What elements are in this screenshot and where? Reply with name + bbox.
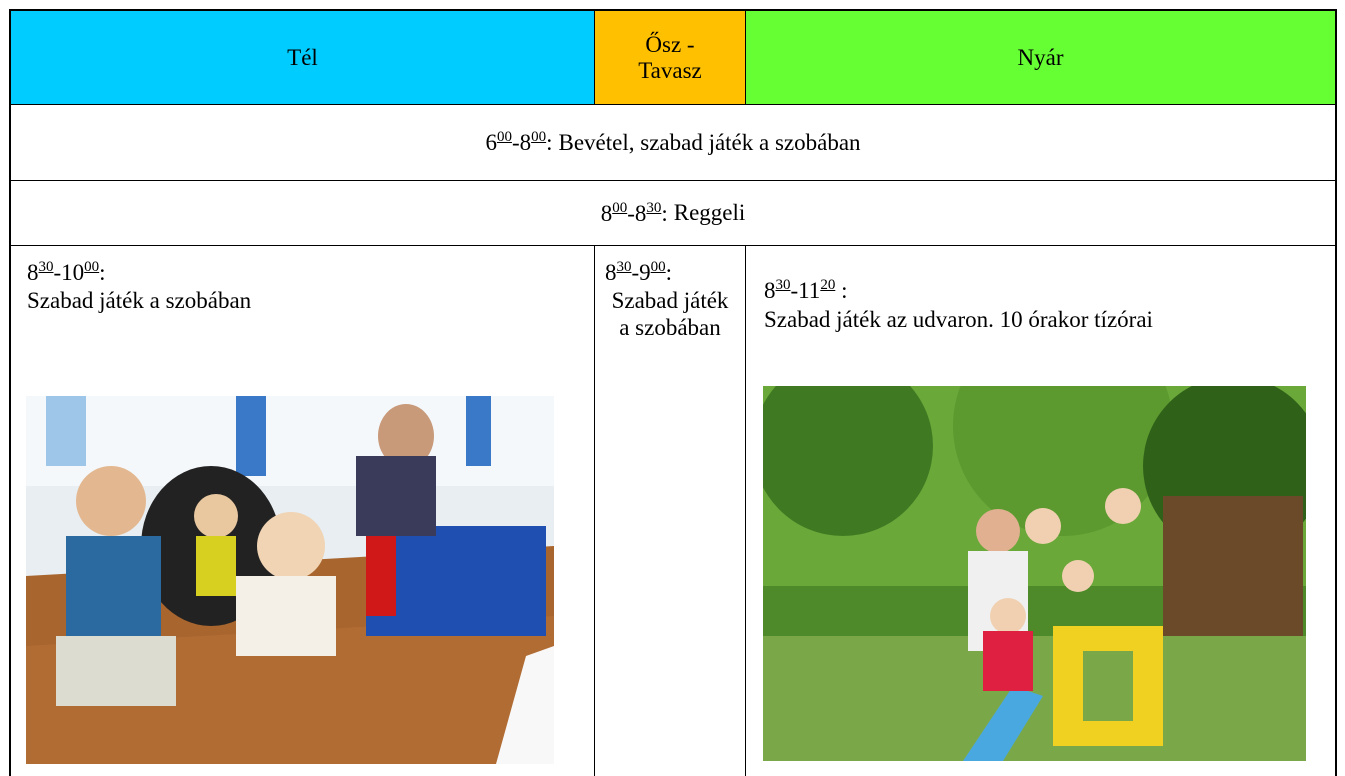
row-cell: 600-800: Bevétel, szabad játék a szobában <box>9 104 1337 181</box>
header-text: Nyár <box>1017 44 1064 70</box>
time-part: -8 <box>511 130 532 156</box>
time-minutes: 00 <box>496 129 512 146</box>
cell-text: Szabad játék a szobában <box>611 287 729 341</box>
time-part: : <box>835 278 848 303</box>
header-cell: Nyár <box>745 9 1337 105</box>
header-cell: Tél <box>9 9 595 105</box>
time-part: 8 <box>27 260 39 285</box>
time-part: 8 <box>600 200 613 226</box>
time-part: : <box>661 200 668 226</box>
time-part: 6 <box>485 130 497 156</box>
time-minutes: 00 <box>531 129 547 146</box>
time: 800-830: <box>601 200 668 226</box>
header-text: Tél <box>287 44 318 70</box>
row-text: Bevétel, szabad játék a szobában <box>558 129 861 155</box>
time-part: -10 <box>53 260 85 285</box>
time-part: 8 <box>605 260 617 285</box>
time-minutes: 00 <box>650 259 666 275</box>
cell: 830-1000: Szabad játék a szobában <box>9 245 595 776</box>
time: 830-1000: <box>27 258 578 287</box>
cell-text: Szabad játék az udvaron. 10 órakor tízór… <box>764 306 1153 332</box>
header-cell: Ősz - Tavasz <box>594 9 746 105</box>
time-minutes: 30 <box>616 259 632 275</box>
cell: 830-1120 : Szabad játék az udvaron. 10 ó… <box>745 245 1337 776</box>
time: 830-900: <box>605 258 735 287</box>
time-part: -8 <box>627 200 647 226</box>
row-text: Reggeli <box>673 200 746 226</box>
time: 600-800: <box>485 129 552 155</box>
time-part: -11 <box>790 278 821 303</box>
time-minutes: 30 <box>646 199 662 216</box>
time-part: : <box>665 260 673 285</box>
cell-text: Szabad játék a szobában <box>27 287 252 313</box>
time-part: 8 <box>764 278 776 303</box>
photo-garden <box>763 386 1306 761</box>
photo-indoor <box>26 396 554 764</box>
time-part: : <box>99 260 106 285</box>
time-part: -9 <box>631 260 651 285</box>
time-minutes: 00 <box>84 259 100 275</box>
time-minutes: 30 <box>38 259 54 275</box>
time-part: : <box>546 130 553 156</box>
time-minutes: 20 <box>820 277 836 293</box>
cell: 830-900: Szabad játék a szobában <box>594 245 746 776</box>
header-text: Ősz - Tavasz <box>638 32 702 83</box>
time-minutes: 30 <box>775 277 791 293</box>
row-cell: 800-830: Reggeli <box>9 180 1337 246</box>
time: 830-1120 : <box>764 276 1317 306</box>
time-minutes: 00 <box>612 199 628 216</box>
